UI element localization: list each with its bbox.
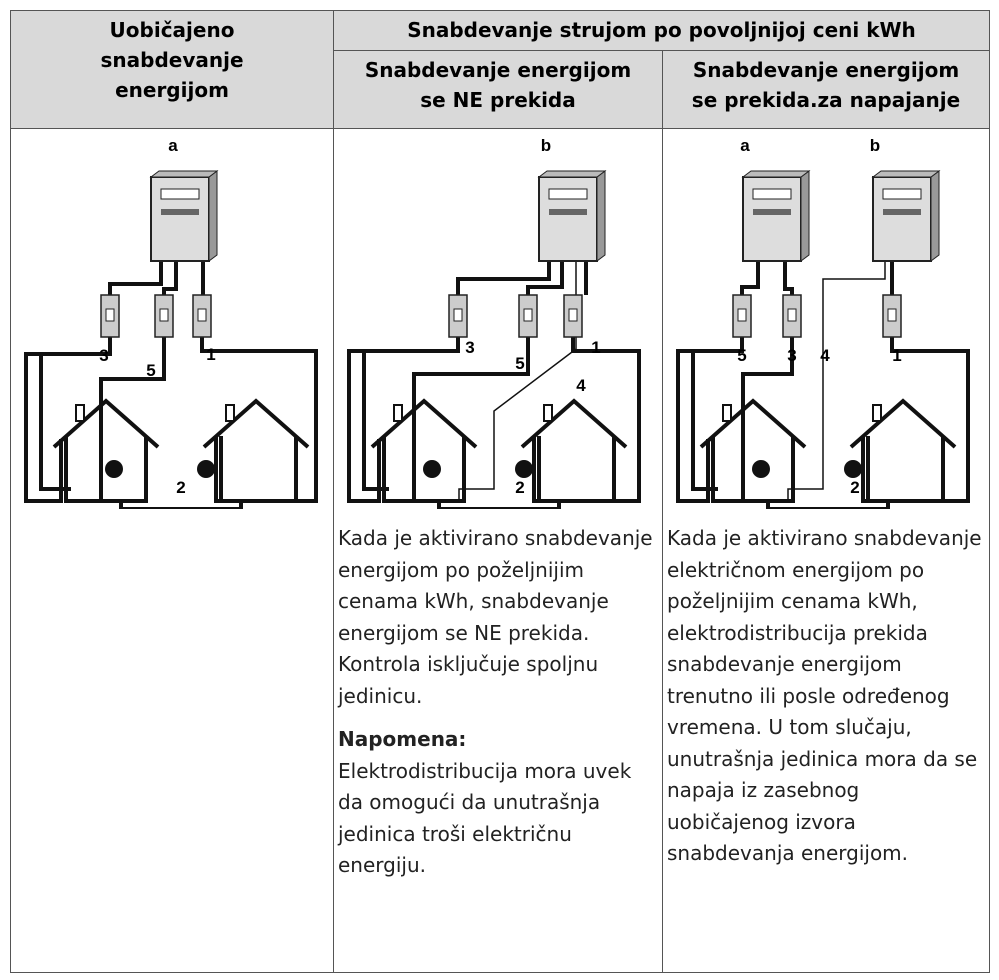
meter-display bbox=[160, 188, 200, 200]
meter-top bbox=[537, 170, 607, 178]
paragraph: Kada je aktivirano snabdevanje električn… bbox=[667, 526, 982, 865]
diagram-label: 5 bbox=[737, 346, 746, 365]
house-walls bbox=[532, 436, 616, 503]
house-walls bbox=[711, 436, 795, 503]
diagram: a b 5 3 4 1 2 bbox=[676, 136, 970, 511]
body-cell: a 3 5 1 2 bbox=[10, 128, 334, 973]
diagram-label: 1 bbox=[591, 338, 600, 357]
diagram-label: 2 bbox=[515, 478, 524, 497]
header-text: Snabdevanje energijom se NE prekida bbox=[364, 58, 632, 112]
meter-slot bbox=[753, 209, 791, 215]
wire bbox=[162, 261, 178, 295]
chimney bbox=[872, 404, 882, 422]
diagram-label: a bbox=[168, 136, 178, 155]
meter-side bbox=[208, 170, 218, 262]
diagram-label: a bbox=[740, 136, 750, 155]
meter-top bbox=[871, 170, 941, 178]
header-text: Uobičajeno snabdevanje energijom bbox=[100, 18, 244, 102]
wire bbox=[39, 354, 71, 491]
house bbox=[370, 398, 478, 449]
breaker-switch bbox=[787, 308, 797, 322]
meter-display bbox=[882, 188, 922, 200]
meter-display bbox=[548, 188, 588, 200]
diagram-label: 2 bbox=[850, 478, 859, 497]
header-cell: Uobičajeno snabdevanje energijom bbox=[10, 10, 334, 129]
unit bbox=[752, 460, 770, 478]
paragraph: Kada je aktivirano snabdevanje energijom… bbox=[338, 526, 653, 708]
house bbox=[520, 398, 628, 449]
chimney bbox=[543, 404, 553, 422]
house-walls bbox=[214, 436, 298, 503]
header-cell: Snabdevanje strujom po povoljnijoj ceni … bbox=[333, 10, 990, 51]
house-walls bbox=[64, 436, 148, 503]
breaker-switch bbox=[737, 308, 747, 322]
diagram-label: 5 bbox=[146, 361, 155, 380]
body-cell: a b 5 3 4 1 2 Kada je aktivirano snabdevanje e… bbox=[662, 128, 990, 973]
diagram-label: 3 bbox=[465, 338, 474, 357]
house-walls bbox=[861, 436, 945, 503]
meter-slot bbox=[549, 209, 587, 215]
unit bbox=[423, 460, 441, 478]
note-text: Elektrodistribucija mora uvek da omogući… bbox=[338, 758, 632, 878]
diagram-label: 3 bbox=[787, 346, 796, 365]
house bbox=[849, 398, 957, 449]
wire bbox=[691, 351, 718, 491]
diagram-label: 1 bbox=[206, 345, 215, 364]
wire bbox=[866, 337, 970, 503]
breaker-switch bbox=[197, 308, 207, 322]
unit bbox=[105, 460, 123, 478]
wire bbox=[456, 261, 551, 295]
chimney bbox=[225, 404, 235, 422]
diagram-label: 1 bbox=[892, 346, 901, 365]
wire bbox=[526, 261, 564, 295]
meter-side bbox=[800, 170, 810, 262]
diagram: b 3 5 14 2 bbox=[347, 136, 641, 511]
diagram-label: 4 bbox=[576, 376, 586, 395]
unit bbox=[515, 460, 533, 478]
diagram-label: 3 bbox=[99, 346, 108, 365]
meter-top bbox=[149, 170, 219, 178]
breaker-switch bbox=[159, 308, 169, 322]
meter-slot bbox=[883, 209, 921, 215]
unit bbox=[197, 460, 215, 478]
header-text: Snabdevanje strujom po povoljnijoj ceni … bbox=[407, 18, 916, 42]
house bbox=[699, 398, 807, 449]
meter-slot bbox=[161, 209, 199, 215]
diagram-label: 5 bbox=[515, 354, 524, 373]
house-walls bbox=[382, 436, 466, 503]
wire bbox=[362, 351, 389, 491]
diagram-label: 4 bbox=[820, 346, 830, 365]
diagram-label: b bbox=[541, 136, 551, 155]
diagram: a 3 5 1 2 bbox=[24, 136, 318, 511]
breaker-switch bbox=[453, 308, 463, 322]
note-title: Napomena: bbox=[338, 727, 467, 751]
wire bbox=[787, 261, 886, 501]
meter-display bbox=[752, 188, 792, 200]
chimney bbox=[722, 404, 732, 422]
house bbox=[52, 398, 160, 449]
wire bbox=[200, 337, 318, 503]
meter-top bbox=[741, 170, 811, 178]
breaker-switch bbox=[568, 308, 578, 322]
breaker-switch bbox=[105, 308, 115, 322]
header-text: Snabdevanje energijom se prekida.za napa… bbox=[691, 58, 961, 112]
wire bbox=[783, 261, 794, 295]
meter-side bbox=[930, 170, 940, 262]
unit bbox=[844, 460, 862, 478]
diagram-label: b bbox=[870, 136, 880, 155]
wire bbox=[740, 261, 760, 295]
house bbox=[202, 398, 310, 449]
wire bbox=[108, 261, 163, 295]
header-cell: Snabdevanje energijom se NE prekida bbox=[333, 50, 663, 129]
diagram-label: 2 bbox=[176, 478, 185, 497]
breaker-switch bbox=[523, 308, 533, 322]
chimney bbox=[393, 404, 403, 422]
header-cell: Snabdevanje energijom se prekida.za napa… bbox=[662, 50, 990, 129]
wire bbox=[537, 337, 641, 503]
meter-side bbox=[596, 170, 606, 262]
breaker-switch bbox=[887, 308, 897, 322]
chimney bbox=[75, 404, 85, 422]
